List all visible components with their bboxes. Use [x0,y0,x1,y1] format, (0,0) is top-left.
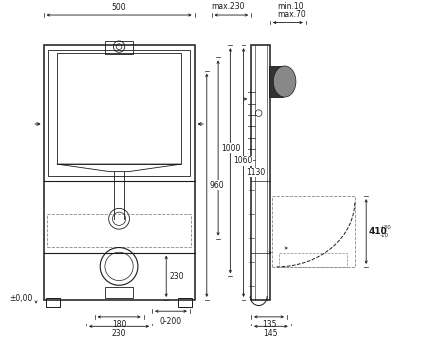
Text: 410: 410 [368,227,387,236]
Text: 230: 230 [112,329,126,338]
Bar [47,214,191,247]
Bar [272,196,355,267]
Bar [251,45,270,300]
Bar [178,298,192,307]
Bar [269,66,283,97]
Bar [105,287,133,298]
Bar [48,50,190,176]
Bar [43,45,194,300]
Text: 135: 135 [262,320,276,329]
Text: 180: 180 [112,320,126,329]
Text: 1060: 1060 [233,156,252,165]
Text: 960: 960 [209,181,224,190]
Text: -10: -10 [379,233,388,238]
Text: 0-200: 0-200 [160,317,182,326]
Bar [280,253,347,267]
Text: +30: +30 [379,225,391,230]
Text: min.10: min.10 [277,2,304,11]
Text: 230: 230 [169,272,184,281]
Bar [46,298,60,307]
Text: ±0,00: ±0,00 [9,294,32,302]
Text: 145: 145 [264,329,278,338]
Bar [57,53,181,164]
Ellipse shape [273,66,296,97]
Text: 1130: 1130 [246,168,266,177]
Text: max.70: max.70 [277,10,306,19]
Text: max.230: max.230 [211,2,244,11]
Text: 500: 500 [112,3,126,12]
Text: 1000: 1000 [221,143,240,153]
Bar [105,41,133,54]
